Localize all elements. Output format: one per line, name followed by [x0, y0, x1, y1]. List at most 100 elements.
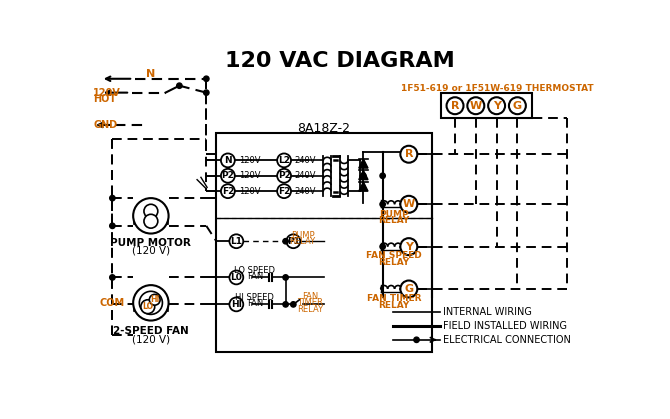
Polygon shape: [358, 182, 368, 191]
Text: RELAY: RELAY: [297, 305, 324, 313]
Text: 120V: 120V: [239, 156, 260, 165]
Text: P1: P1: [287, 237, 299, 246]
Text: LO: LO: [142, 302, 153, 311]
Text: (120 V): (120 V): [132, 334, 170, 344]
Circle shape: [488, 97, 505, 114]
Text: FAN: FAN: [247, 272, 263, 281]
Text: W: W: [470, 101, 482, 111]
Text: 120V: 120V: [93, 88, 121, 98]
Text: N: N: [146, 69, 155, 79]
Circle shape: [380, 173, 385, 178]
Circle shape: [277, 184, 291, 198]
Circle shape: [283, 275, 288, 280]
Circle shape: [144, 214, 158, 228]
Text: F2: F2: [278, 187, 290, 196]
Text: L2: L2: [278, 156, 290, 165]
Text: W: W: [403, 199, 415, 209]
Circle shape: [149, 295, 160, 305]
Text: 1F51-619 or 1F51W-619 THERMOSTAT: 1F51-619 or 1F51W-619 THERMOSTAT: [401, 84, 594, 93]
Text: RELAY: RELAY: [379, 301, 410, 310]
Text: INTERNAL WIRING: INTERNAL WIRING: [444, 307, 533, 317]
Text: L1: L1: [230, 237, 243, 246]
Circle shape: [446, 97, 464, 114]
Circle shape: [286, 234, 300, 248]
Text: 240V: 240V: [295, 156, 316, 165]
Circle shape: [468, 97, 484, 114]
Circle shape: [110, 195, 115, 201]
Text: N: N: [224, 156, 232, 165]
Text: G: G: [404, 284, 413, 294]
Circle shape: [133, 198, 169, 233]
Text: TIMER: TIMER: [297, 298, 323, 308]
Text: 120V: 120V: [239, 187, 260, 196]
Circle shape: [401, 146, 417, 163]
Circle shape: [360, 173, 366, 178]
Circle shape: [380, 244, 385, 249]
Text: Y: Y: [405, 242, 413, 252]
Text: RELAY: RELAY: [379, 216, 410, 225]
Circle shape: [509, 97, 526, 114]
Circle shape: [401, 280, 417, 297]
Circle shape: [291, 302, 296, 307]
Circle shape: [283, 238, 288, 244]
Text: GND: GND: [93, 120, 117, 130]
Circle shape: [277, 153, 291, 167]
Circle shape: [177, 83, 182, 88]
Circle shape: [110, 223, 115, 228]
Text: HI: HI: [150, 295, 159, 304]
Text: COM: COM: [100, 298, 125, 308]
Bar: [216, 133, 432, 352]
Text: 120 VAC DIAGRAM: 120 VAC DIAGRAM: [224, 51, 454, 71]
Text: RELAY: RELAY: [379, 258, 410, 266]
Text: R: R: [405, 149, 413, 159]
Text: F2: F2: [222, 187, 234, 196]
Circle shape: [229, 271, 243, 285]
Polygon shape: [358, 159, 368, 168]
Circle shape: [204, 76, 209, 81]
Circle shape: [221, 169, 234, 183]
Text: Y: Y: [492, 101, 500, 111]
Text: HI: HI: [231, 300, 242, 309]
Text: 240V: 240V: [295, 171, 316, 180]
Text: 8A18Z-2: 8A18Z-2: [297, 122, 350, 134]
Text: P2: P2: [222, 171, 234, 180]
Text: FAN: FAN: [302, 292, 318, 301]
Text: HI SPEED: HI SPEED: [235, 293, 274, 302]
Text: R: R: [451, 101, 459, 111]
Circle shape: [221, 184, 234, 198]
Text: (120 V): (120 V): [132, 246, 170, 256]
Text: 120V: 120V: [239, 171, 260, 180]
Circle shape: [110, 275, 115, 280]
Text: FAN TIMER: FAN TIMER: [367, 295, 421, 303]
Text: ELECTRICAL CONNECTION: ELECTRICAL CONNECTION: [444, 335, 572, 345]
Bar: [134, 304, 168, 310]
Circle shape: [204, 90, 209, 96]
Circle shape: [283, 302, 288, 307]
Bar: [441, 93, 532, 118]
Text: RELAY: RELAY: [289, 237, 316, 246]
Circle shape: [229, 297, 243, 311]
Text: L0: L0: [230, 273, 243, 282]
Text: PUMP: PUMP: [291, 230, 314, 240]
Circle shape: [133, 285, 169, 321]
Text: FAN SPEED: FAN SPEED: [366, 251, 422, 260]
Text: G: G: [513, 101, 522, 111]
Circle shape: [401, 238, 417, 255]
Text: P2: P2: [277, 171, 291, 180]
Circle shape: [221, 153, 234, 167]
Circle shape: [144, 204, 158, 218]
Text: FIELD INSTALLED WIRING: FIELD INSTALLED WIRING: [444, 321, 567, 331]
Circle shape: [277, 169, 291, 183]
Circle shape: [139, 291, 162, 314]
Text: 2-SPEED FAN: 2-SPEED FAN: [113, 326, 189, 336]
Text: FAN: FAN: [247, 299, 263, 308]
Text: LO SPEED: LO SPEED: [234, 266, 275, 275]
Circle shape: [401, 196, 417, 213]
Text: PUMP MOTOR: PUMP MOTOR: [111, 238, 192, 248]
Text: HOT: HOT: [93, 94, 117, 104]
Polygon shape: [358, 171, 368, 180]
Circle shape: [141, 300, 155, 313]
Circle shape: [380, 202, 385, 207]
Circle shape: [414, 337, 419, 342]
Bar: [134, 217, 168, 223]
